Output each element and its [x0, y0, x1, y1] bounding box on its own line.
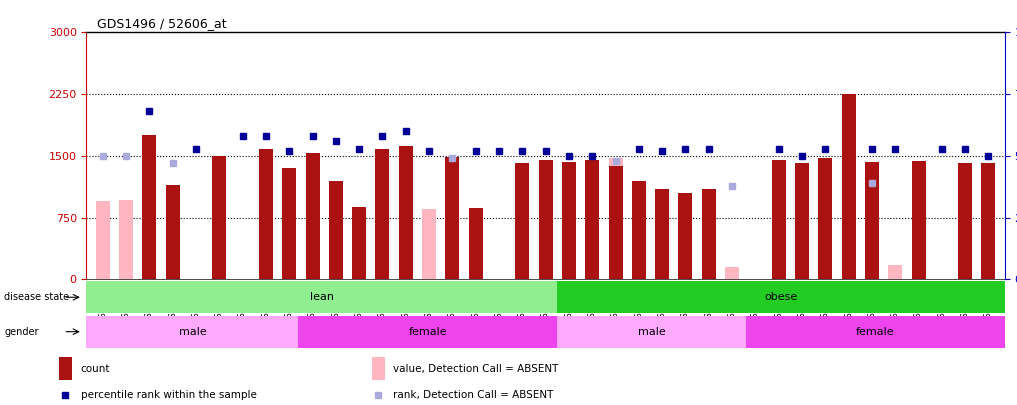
Text: value, Detection Call = ABSENT: value, Detection Call = ABSENT	[394, 364, 558, 374]
Bar	[372, 357, 384, 380]
Bar	[59, 357, 72, 380]
Bar	[772, 160, 786, 279]
Bar	[119, 200, 133, 279]
Bar	[745, 316, 1005, 347]
Bar	[399, 146, 413, 279]
Bar	[562, 162, 576, 279]
Bar	[86, 316, 298, 347]
Bar	[213, 156, 227, 279]
Bar	[702, 189, 716, 279]
Bar	[557, 281, 1005, 313]
Bar	[469, 208, 483, 279]
Text: male: male	[638, 327, 665, 337]
Bar	[96, 201, 110, 279]
Text: GDS1496 / 52606_at: GDS1496 / 52606_at	[97, 17, 226, 30]
Bar	[585, 160, 599, 279]
Text: count: count	[81, 364, 111, 374]
Bar	[516, 162, 529, 279]
Text: gender: gender	[4, 327, 39, 337]
Bar	[328, 181, 343, 279]
Bar	[842, 94, 855, 279]
Bar	[678, 193, 693, 279]
Bar	[539, 160, 552, 279]
Bar	[375, 149, 390, 279]
Bar	[86, 281, 557, 313]
Bar	[298, 316, 557, 347]
Bar	[445, 232, 460, 279]
Bar	[213, 212, 227, 279]
Bar	[445, 157, 460, 279]
Bar	[981, 163, 996, 279]
Bar	[422, 209, 436, 279]
Text: female: female	[409, 327, 447, 337]
Bar	[352, 208, 366, 279]
Bar	[557, 316, 745, 347]
Text: obese: obese	[765, 292, 797, 302]
Bar	[819, 158, 832, 279]
Bar	[283, 168, 296, 279]
Text: rank, Detection Call = ABSENT: rank, Detection Call = ABSENT	[394, 390, 553, 400]
Bar	[608, 166, 622, 279]
Bar	[655, 189, 669, 279]
Text: disease state: disease state	[4, 292, 69, 302]
Text: lean: lean	[310, 292, 334, 302]
Bar	[864, 162, 879, 279]
Bar	[795, 162, 809, 279]
Text: male: male	[179, 327, 206, 337]
Bar	[888, 265, 902, 279]
Bar	[632, 181, 646, 279]
Bar	[166, 208, 180, 279]
Text: percentile rank within the sample: percentile rank within the sample	[81, 390, 256, 400]
Bar	[608, 158, 622, 279]
Bar	[958, 162, 972, 279]
Bar	[352, 207, 366, 279]
Text: female: female	[856, 327, 895, 337]
Bar	[142, 135, 157, 279]
Bar	[911, 161, 925, 279]
Bar	[166, 185, 180, 279]
Bar	[725, 267, 739, 279]
Bar	[259, 149, 273, 279]
Bar	[305, 153, 319, 279]
